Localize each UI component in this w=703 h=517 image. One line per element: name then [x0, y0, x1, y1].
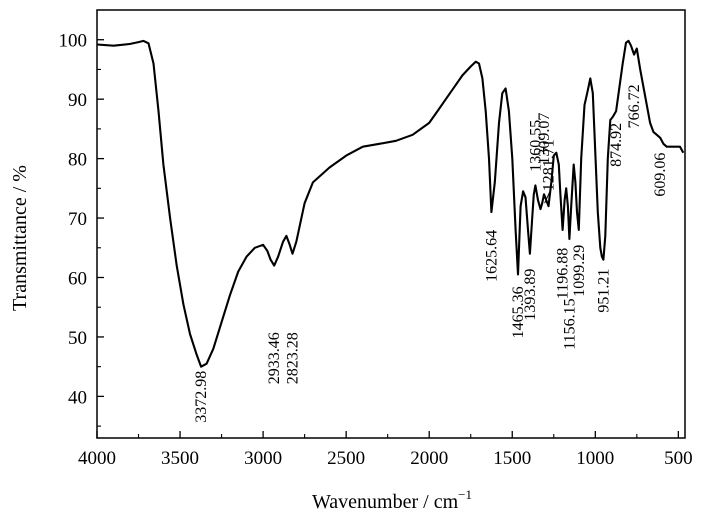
- y-tick-label: 40: [68, 387, 87, 408]
- peak-labels: 3372.982933.462823.281625.641465.361393.…: [193, 84, 669, 422]
- x-tick-label: 3000: [244, 448, 282, 469]
- peak-label: 1099.29: [571, 245, 588, 297]
- x-tick-label: 2500: [327, 448, 365, 469]
- y-tick-label: 90: [68, 90, 87, 111]
- x-tick-label: 2000: [410, 448, 448, 469]
- y-tick-label: 80: [68, 150, 87, 171]
- y-axis-title: Transmittance / %: [9, 165, 31, 311]
- peak-label: 3372.98: [193, 371, 210, 423]
- x-tick-label: 3500: [161, 448, 199, 469]
- axis-ticks: 4000 3500 3000 2500 2000 1500 1000 500 40 50 60 70 8…: [59, 31, 693, 469]
- x-tick-label: 500: [664, 448, 693, 469]
- plot-frame: [97, 10, 685, 438]
- y-tick-label: 70: [68, 209, 87, 230]
- spectrum-layer: [97, 41, 683, 367]
- peak-label: 874.92: [608, 123, 625, 167]
- x-tick-label: 4000: [78, 448, 116, 469]
- peak-label: 609.06: [652, 153, 669, 197]
- peak-label: 1625.64: [483, 230, 500, 282]
- peak-label: 2823.28: [284, 332, 301, 384]
- peak-label: 1156.15: [561, 298, 578, 349]
- plot-border: [97, 10, 685, 438]
- peak-label: 2933.46: [266, 332, 283, 384]
- x-tick-label: 1000: [576, 448, 614, 469]
- x-axis-title: Wavenumber / cm−1: [312, 487, 472, 513]
- ftir-spectrum-chart: 4000 3500 3000 2500 2000 1500 1000 500 40 50 60 70 8…: [0, 0, 703, 517]
- x-tick-label: 1500: [493, 448, 531, 469]
- peak-label: 1281.71: [541, 139, 558, 191]
- peak-label: 951.21: [595, 269, 612, 313]
- spectrum-line: [97, 41, 683, 367]
- y-tick-label: 100: [59, 31, 88, 52]
- peak-label: 1196.88: [555, 248, 572, 299]
- peak-label: 1393.89: [522, 269, 539, 321]
- y-tick-label: 60: [68, 269, 87, 290]
- y-tick-label: 50: [68, 328, 87, 349]
- peak-label: 766.72: [626, 84, 643, 128]
